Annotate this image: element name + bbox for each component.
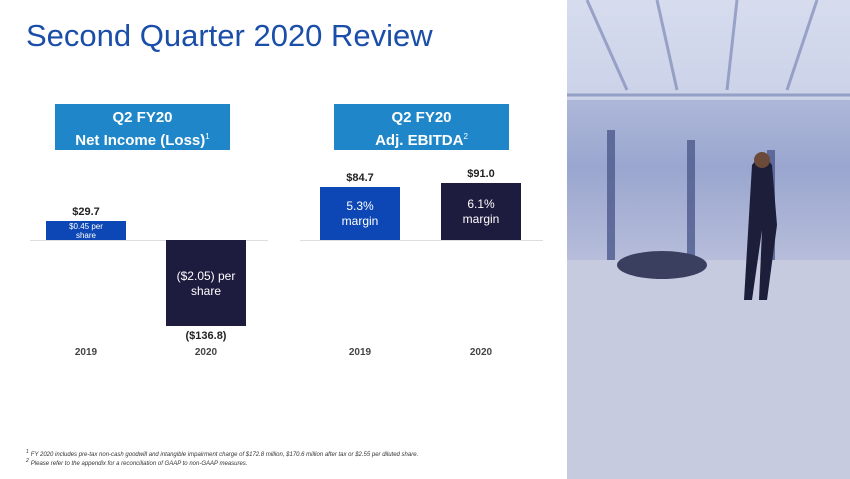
chart-subtitle: Adj. EBITDA	[375, 132, 464, 149]
bar	[46, 221, 126, 240]
bar-inner-label: 5.3% margin	[341, 199, 379, 229]
footnote-marker: 1	[26, 449, 29, 455]
chart-subtitle: Net Income (Loss)	[75, 132, 206, 149]
footnote: 2 Please refer to the appendix for a reco…	[26, 458, 247, 467]
bar-inner-label: $0.45 per share	[69, 222, 103, 241]
baseline	[30, 240, 268, 241]
category-label: 2019	[74, 347, 98, 358]
bar	[441, 182, 521, 240]
chart-title: Q2 FY20	[391, 109, 452, 126]
chart-subtitle-line: Adj. EBITDA2	[334, 127, 509, 150]
footnote-ref: 1	[205, 132, 210, 141]
footnote-text: FY 2020 includes pre-tax non-cash goodwi…	[30, 452, 419, 458]
footnote-text: Please refer to the appendix for a recon…	[30, 461, 248, 467]
category-label: 2020	[194, 347, 218, 358]
chart-header: Q2 FY20 Adj. EBITDA2	[334, 104, 509, 150]
category-label: 2020	[469, 347, 493, 358]
value-label: $29.7	[72, 206, 100, 219]
bar-inner-label: 6.1% margin	[462, 197, 500, 227]
value-label: $84.7	[346, 171, 374, 184]
chart-title: Q2 FY20	[112, 109, 173, 126]
bar	[166, 240, 246, 327]
value-label: $91.0	[467, 167, 495, 180]
bar-inner-label: ($2.05) per share	[176, 269, 236, 299]
bar	[320, 186, 400, 240]
baseline	[300, 240, 543, 241]
footnote-marker: 2	[26, 458, 29, 464]
footnote-ref: 2	[463, 132, 468, 141]
chart-subtitle-line: Net Income (Loss)1	[55, 127, 230, 150]
category-label: 2019	[348, 347, 372, 358]
chart-header: Q2 FY20 Net Income (Loss)1	[55, 104, 230, 150]
slide-title: Second Quarter 2020 Review	[26, 18, 433, 53]
footnote: 1 FY 2020 includes pre-tax non-cash goodw…	[26, 449, 418, 458]
value-label: ($136.8)	[185, 330, 227, 343]
photo	[567, 0, 850, 479]
